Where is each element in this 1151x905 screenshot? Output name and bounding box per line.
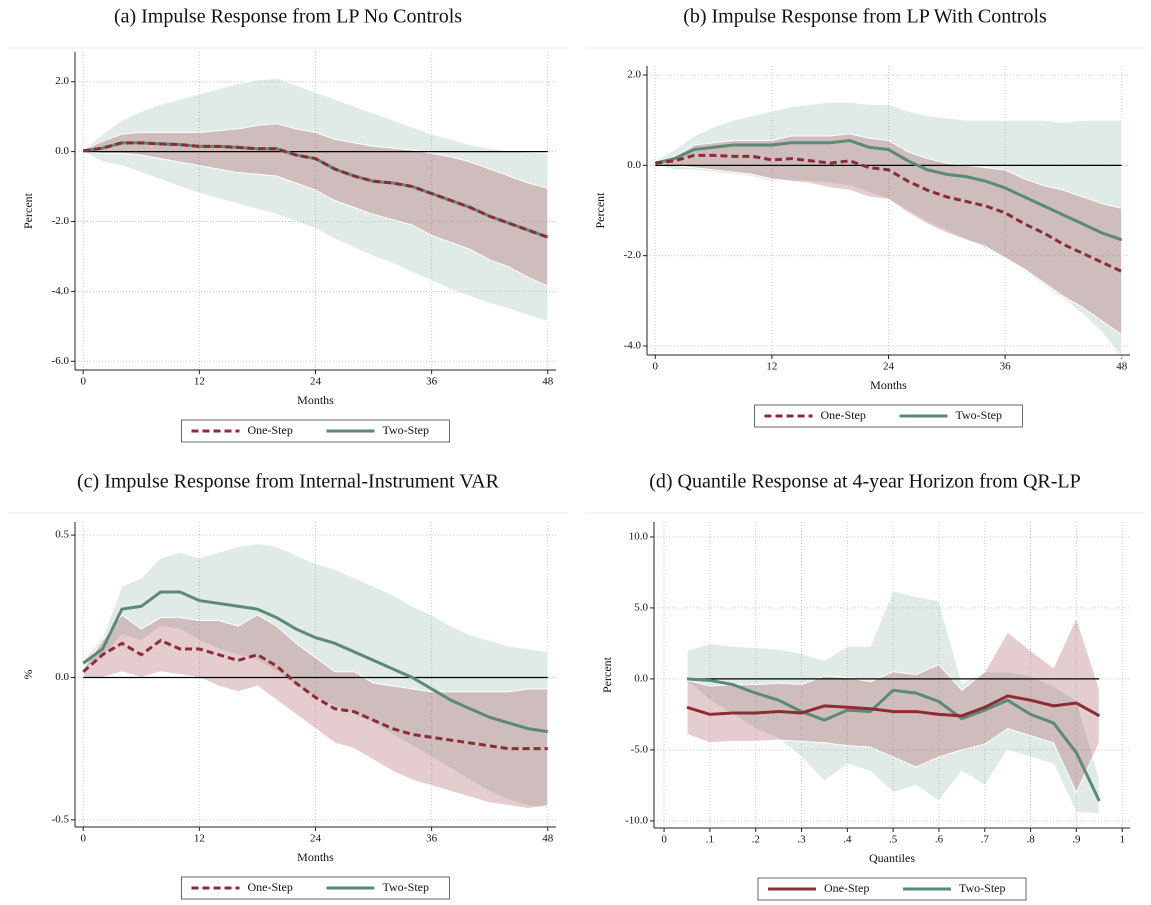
y-tick-label: 0.5 bbox=[55, 529, 69, 541]
x-tick-label: 0 bbox=[653, 361, 659, 373]
y-tick-label: -2.0 bbox=[624, 249, 642, 261]
y-axis-title: Percent bbox=[600, 656, 614, 693]
x-tick-label: 12 bbox=[194, 376, 205, 388]
y-tick-label: 2.0 bbox=[627, 69, 641, 81]
legend-box bbox=[754, 404, 1023, 428]
series-line bbox=[686, 677, 1101, 802]
series-line bbox=[83, 141, 549, 239]
panel: (d) Quantile Response at 4-year Horizon … bbox=[585, 471, 1145, 901]
x-tick-label: .3 bbox=[797, 834, 806, 846]
y-tick-label: 10.0 bbox=[629, 530, 649, 542]
x-tick-label: 48 bbox=[542, 833, 554, 845]
panel-title: (b) Impulse Response from LP With Contro… bbox=[683, 6, 1047, 28]
series-line bbox=[655, 153, 1123, 273]
legend-label: Two-Step bbox=[956, 408, 1003, 422]
y-tick-label: 2.0 bbox=[55, 75, 69, 87]
x-tick-label: 48 bbox=[1116, 361, 1128, 373]
x-tick-label: .4 bbox=[843, 834, 852, 846]
x-axis-title: Months bbox=[297, 393, 334, 407]
x-tick-label: 0 bbox=[80, 376, 86, 388]
y-tick-label: -5.0 bbox=[631, 743, 649, 755]
x-tick-label: .2 bbox=[752, 834, 760, 846]
legend-label: One-Step bbox=[824, 881, 869, 895]
confidence-band bbox=[686, 616, 1100, 794]
series-line bbox=[82, 638, 548, 751]
y-axis-title: Percent bbox=[21, 192, 35, 229]
confidence-band bbox=[82, 77, 549, 322]
series-line bbox=[686, 694, 1101, 718]
x-tick-label: 48 bbox=[542, 376, 554, 388]
y-tick-label: 0.0 bbox=[634, 672, 648, 684]
x-tick-label: 12 bbox=[766, 361, 777, 373]
x-tick-label: 24 bbox=[310, 376, 322, 388]
y-tick-label: -4.0 bbox=[624, 340, 642, 352]
panel: (a) Impulse Response from LP No Controls… bbox=[8, 6, 568, 443]
x-tick-label: .6 bbox=[935, 834, 944, 846]
legend-label: One-Step bbox=[248, 880, 293, 894]
x-tick-label: 36 bbox=[426, 833, 438, 845]
x-tick-label: 24 bbox=[883, 361, 895, 373]
y-tick-label: 0.0 bbox=[55, 671, 69, 683]
y-tick-label: -2.0 bbox=[52, 215, 70, 227]
x-tick-label: 24 bbox=[310, 833, 322, 845]
y-tick-label: -6.0 bbox=[52, 355, 70, 367]
series-line bbox=[654, 138, 1123, 242]
legend-box bbox=[757, 877, 1027, 901]
x-tick-label: 36 bbox=[1000, 361, 1012, 373]
legend-label: One-Step bbox=[248, 423, 293, 437]
x-tick-label: 0 bbox=[661, 834, 667, 846]
x-axis-title: Months bbox=[870, 378, 907, 392]
legend-label: Two-Step bbox=[383, 880, 430, 894]
confidence-band bbox=[82, 543, 549, 810]
legend-box bbox=[181, 876, 450, 900]
x-tick-label: .7 bbox=[981, 834, 990, 846]
series-line bbox=[82, 590, 548, 734]
confidence-band bbox=[654, 133, 1123, 336]
legend-label: One-Step bbox=[821, 408, 866, 422]
legend-label: Two-Step bbox=[959, 881, 1006, 895]
confidence-band bbox=[686, 590, 1100, 815]
confidence-band bbox=[82, 614, 549, 809]
x-axis-title: Quantiles bbox=[869, 851, 915, 865]
confidence-band bbox=[82, 123, 549, 287]
y-tick-label: 5.0 bbox=[634, 601, 648, 613]
y-axis-title: Percent bbox=[593, 192, 607, 229]
panel: (b) Impulse Response from LP With Contro… bbox=[585, 6, 1145, 428]
x-tick-label: 0 bbox=[80, 833, 86, 845]
x-tick-label: 12 bbox=[194, 833, 205, 845]
y-tick-label: -0.5 bbox=[52, 813, 70, 825]
y-tick-label: 0.0 bbox=[55, 145, 69, 157]
panel-title: (d) Quantile Response at 4-year Horizon … bbox=[649, 471, 1081, 493]
y-tick-label: -10.0 bbox=[625, 814, 648, 826]
x-tick-label: .8 bbox=[1026, 834, 1035, 846]
y-axis-title: % bbox=[21, 670, 35, 680]
x-tick-label: 36 bbox=[426, 376, 438, 388]
panel-title: (a) Impulse Response from LP No Controls bbox=[114, 6, 462, 28]
x-tick-label: 1 bbox=[1119, 834, 1125, 846]
legend-label: Two-Step bbox=[383, 423, 430, 437]
x-axis-title: Months bbox=[297, 850, 334, 864]
x-tick-label: .1 bbox=[706, 834, 714, 846]
x-tick-label: .9 bbox=[1072, 834, 1081, 846]
y-tick-label: -4.0 bbox=[52, 285, 70, 297]
panel-title: (c) Impulse Response from Internal-Instr… bbox=[77, 471, 500, 493]
y-tick-label: 0.0 bbox=[627, 159, 641, 171]
panel: (c) Impulse Response from Internal-Instr… bbox=[8, 471, 568, 900]
x-tick-label: .5 bbox=[889, 834, 898, 846]
legend-box bbox=[181, 419, 450, 443]
